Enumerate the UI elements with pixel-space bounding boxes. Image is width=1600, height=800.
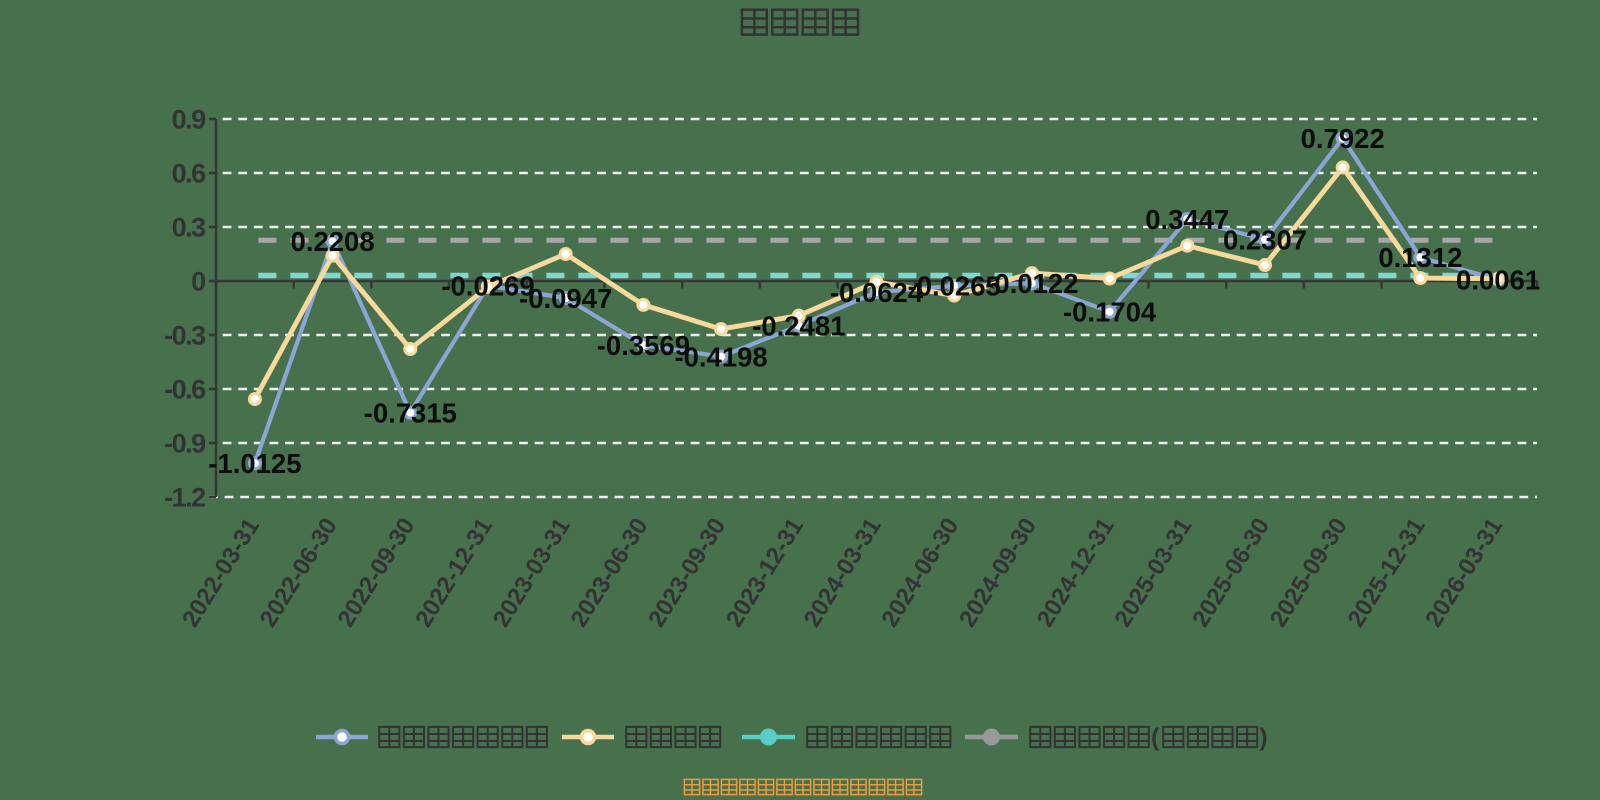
svg-text:(: (	[1151, 724, 1160, 752]
svg-text:-1.2: -1.2	[164, 483, 205, 513]
svg-text:0.7922: 0.7922	[1301, 123, 1385, 154]
svg-text:0.2208: 0.2208	[291, 226, 375, 257]
svg-text:-0.7315: -0.7315	[364, 398, 457, 429]
svg-text:-0.3: -0.3	[164, 321, 206, 351]
svg-text:-0.3569: -0.3569	[597, 330, 690, 361]
svg-text:0.2307: 0.2307	[1223, 224, 1307, 255]
svg-text:0.3447: 0.3447	[1145, 204, 1229, 235]
svg-text:-0.0265: -0.0265	[908, 271, 1001, 302]
svg-text:-0.9: -0.9	[164, 429, 206, 459]
svg-text:0: 0	[191, 267, 205, 297]
svg-text:-0.1704: -0.1704	[1063, 297, 1157, 328]
svg-text:): )	[1259, 724, 1267, 752]
svg-text:-0.0947: -0.0947	[519, 283, 612, 314]
svg-text:-0.4198: -0.4198	[674, 341, 767, 372]
svg-text:0.0061: 0.0061	[1456, 265, 1540, 296]
svg-text:-1.0125: -1.0125	[208, 448, 301, 479]
svg-text:-0.0269: -0.0269	[441, 271, 534, 302]
svg-text:0.3: 0.3	[172, 213, 207, 243]
svg-text:0.1312: 0.1312	[1378, 242, 1462, 273]
svg-text:0.6: 0.6	[172, 159, 207, 189]
svg-text:-0.0122: -0.0122	[985, 268, 1078, 299]
svg-text:-0.6: -0.6	[164, 375, 206, 405]
svg-text:0.9: 0.9	[172, 105, 207, 135]
svg-text:-0.2481: -0.2481	[752, 311, 845, 342]
svg-text:-0.0624: -0.0624	[830, 277, 924, 308]
